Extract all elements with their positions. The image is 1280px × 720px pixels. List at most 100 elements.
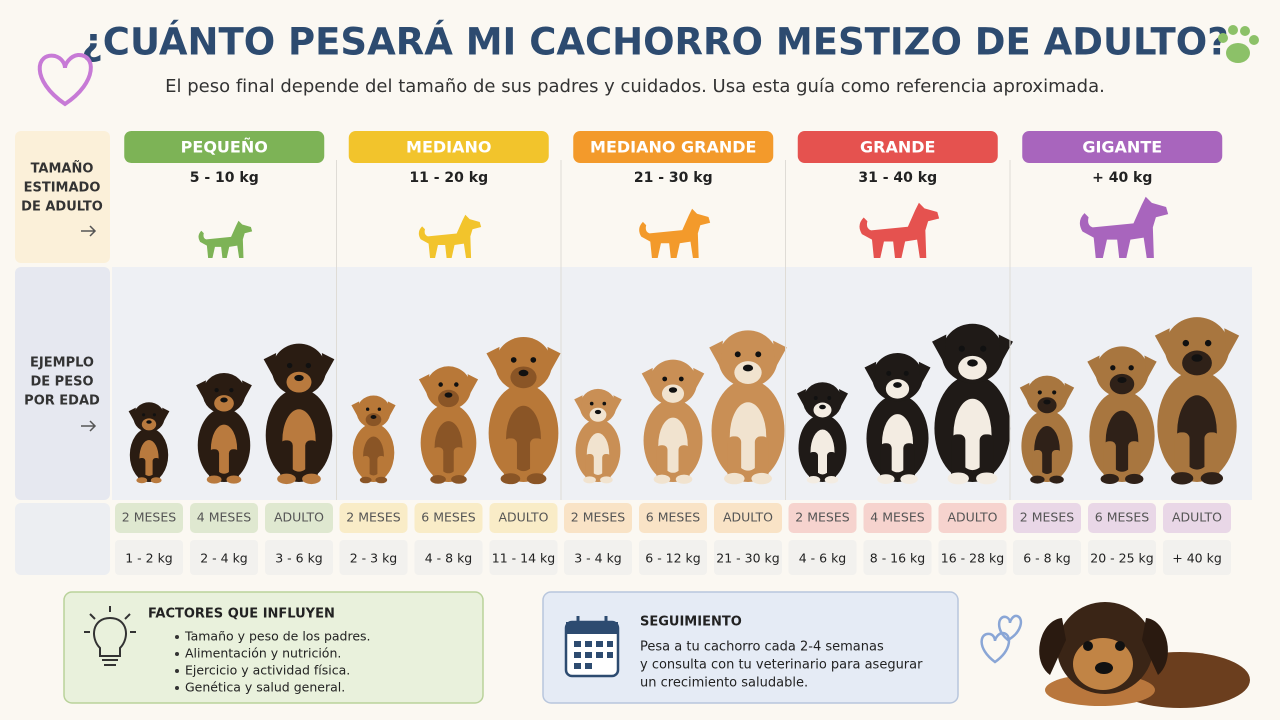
stage-pill — [863, 503, 932, 533]
puppy-nose — [146, 420, 152, 424]
puppy-paw — [1125, 473, 1144, 485]
puppy-eye — [678, 376, 684, 382]
puppy-head — [1095, 346, 1149, 398]
puppy-photo — [1019, 375, 1075, 484]
row-label: DE PESO — [30, 375, 93, 390]
puppy-muzzle — [958, 355, 987, 380]
stage-weight-cell — [1088, 540, 1156, 575]
stage-weight: 2 - 3 kg — [350, 551, 398, 566]
stage-weight-cell — [788, 540, 857, 575]
puppy-paw — [976, 472, 998, 485]
row-label: TAMAÑO — [31, 161, 94, 177]
stage-weight-cell — [564, 540, 632, 575]
subtitle: El peso final depende del tamaño de sus … — [165, 76, 1105, 97]
puppy-leg — [903, 443, 915, 482]
row-label: ESTIMADO — [24, 181, 101, 196]
puppy-eye — [662, 376, 668, 382]
puppy-muzzle — [813, 402, 832, 418]
category-name: PEQUEÑO — [181, 138, 268, 157]
puppy-head — [425, 366, 472, 410]
puppy-eye — [980, 345, 987, 352]
puppy-leg — [503, 438, 517, 482]
stage-weight-cell — [414, 540, 483, 575]
stage-weight-cell — [265, 540, 333, 575]
puppy-photo — [797, 382, 848, 484]
puppy-head — [271, 343, 327, 396]
stage-pill — [788, 503, 857, 533]
stage-pill — [414, 503, 483, 533]
puppy-paw — [824, 476, 839, 484]
puppy-muzzle — [1037, 397, 1057, 414]
puppy-eye — [755, 351, 762, 358]
stage-label: ADULTO — [723, 510, 773, 525]
puppy-paw — [947, 472, 969, 485]
puppy-photo — [932, 323, 1013, 485]
puppy-leg — [1204, 432, 1220, 482]
puppy-photo — [1154, 317, 1240, 485]
puppy-head — [202, 372, 246, 414]
puppy-head — [579, 388, 617, 424]
label-cell — [15, 131, 110, 263]
puppy-eye — [1182, 339, 1190, 347]
puppy-eye — [454, 382, 459, 387]
puppy-leg — [585, 454, 594, 482]
stage-pill — [190, 503, 258, 533]
stage-weight: 6 - 8 kg — [1023, 551, 1071, 566]
puppy-leg — [1103, 441, 1116, 482]
puppy-head — [356, 395, 391, 429]
puppy-nose — [967, 359, 978, 367]
factor-item: Tamaño y peso de los padres. — [184, 629, 371, 644]
puppy-nose — [742, 364, 754, 372]
puppy-nose — [220, 397, 228, 403]
stage-weight-cell — [714, 540, 782, 575]
puppy-head — [1164, 317, 1230, 380]
puppy-paw — [675, 474, 693, 484]
lying-puppy — [1039, 602, 1250, 708]
puppy-leg — [754, 436, 769, 482]
puppy-eye — [152, 413, 156, 417]
tracking-box — [542, 591, 959, 704]
puppy-leg — [656, 445, 668, 482]
stage-label: ADULTO — [274, 510, 324, 525]
category-pill — [124, 131, 325, 163]
puppy-paw — [359, 476, 372, 484]
stage-weight: 4 - 8 kg — [425, 551, 473, 566]
label-cell — [15, 503, 110, 575]
stage-pill — [1163, 503, 1231, 533]
stage-pill — [489, 503, 558, 533]
stage-weight: 11 - 14 kg — [492, 551, 555, 566]
puppy-leg — [453, 447, 465, 482]
puppy-photo — [351, 395, 396, 484]
puppy-paw — [1200, 472, 1224, 485]
puppy-photo — [574, 388, 622, 484]
puppy-photo — [1087, 346, 1157, 485]
puppy-photo — [709, 330, 787, 485]
title: ¿CUÁNTO PESARÁ MI CACHORRO MESTIZO DE AD… — [81, 20, 1228, 64]
puppy-paw — [653, 474, 671, 484]
puppy-photo — [486, 337, 561, 485]
puppy-head — [803, 382, 842, 420]
stage-weight: 4 - 6 kg — [799, 551, 847, 566]
puppy-paw — [277, 473, 296, 485]
puppy-eye — [305, 362, 312, 369]
puppy-muzzle — [885, 379, 910, 399]
bullet — [175, 686, 179, 690]
row-label: DE ADULTO — [21, 200, 103, 215]
puppy-leg — [1032, 450, 1043, 482]
puppy-paw — [206, 475, 222, 484]
factors-title: FACTORES QUE INFLUYEN — [148, 607, 335, 622]
puppy-photo — [864, 352, 931, 484]
puppy-muzzle — [365, 413, 382, 427]
puppy-eye — [1204, 339, 1212, 347]
bullet — [175, 652, 179, 656]
puppy-paw — [751, 472, 772, 485]
row-label: POR EDAD — [24, 394, 100, 409]
puppy-muzzle — [1182, 350, 1212, 376]
puppy-nose — [819, 404, 826, 410]
puppy-eye — [602, 401, 607, 406]
stage-label: ADULTO — [947, 510, 997, 525]
stage-label: 6 MESES — [1095, 510, 1149, 525]
puppy-leg — [361, 456, 370, 482]
category-weight: 5 - 10 kg — [190, 170, 259, 186]
stage-weight-cell — [339, 540, 408, 575]
